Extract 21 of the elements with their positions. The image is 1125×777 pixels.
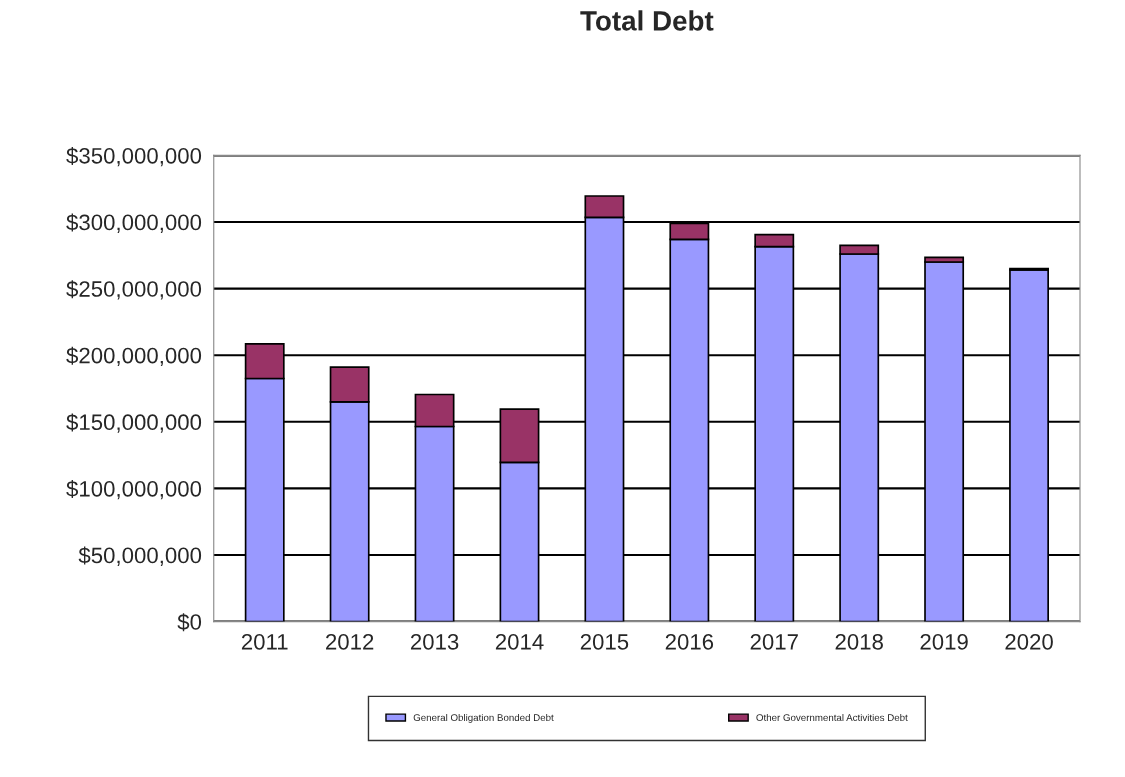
y-tick-label: $0 (177, 613, 202, 632)
x-tick-label: 2017 (750, 633, 798, 650)
legend-label: General Obligation Bonded Debt (413, 713, 554, 723)
y-tick-label: $100,000,000 (66, 480, 202, 500)
x-tick-label: 2018 (835, 633, 883, 650)
y-tick-label: $200,000,000 (66, 346, 202, 367)
x-tick-label: 2015 (580, 633, 629, 650)
x-tick-label: 2016 (665, 633, 714, 650)
y-tick-label: $350,000,000 (66, 147, 202, 167)
x-tick-label: 2019 (920, 633, 968, 650)
x-tick-label: 2020 (1005, 633, 1053, 650)
x-tick-label: 2012 (326, 633, 374, 650)
y-tick-label: $50,000,000 (78, 546, 202, 566)
y-tick-label: $250,000,000 (66, 280, 202, 300)
x-tick-label: 2014 (495, 633, 544, 650)
x-tick-label: 2013 (410, 633, 459, 650)
y-tick-label: $300,000,000 (66, 213, 202, 233)
x-tick-label: 2011 (241, 633, 288, 650)
chart-title: Total Debt (580, 10, 714, 31)
y-tick-label: $150,000,000 (66, 413, 202, 433)
legend-label: Other Governmental Activities Debt (756, 713, 908, 722)
